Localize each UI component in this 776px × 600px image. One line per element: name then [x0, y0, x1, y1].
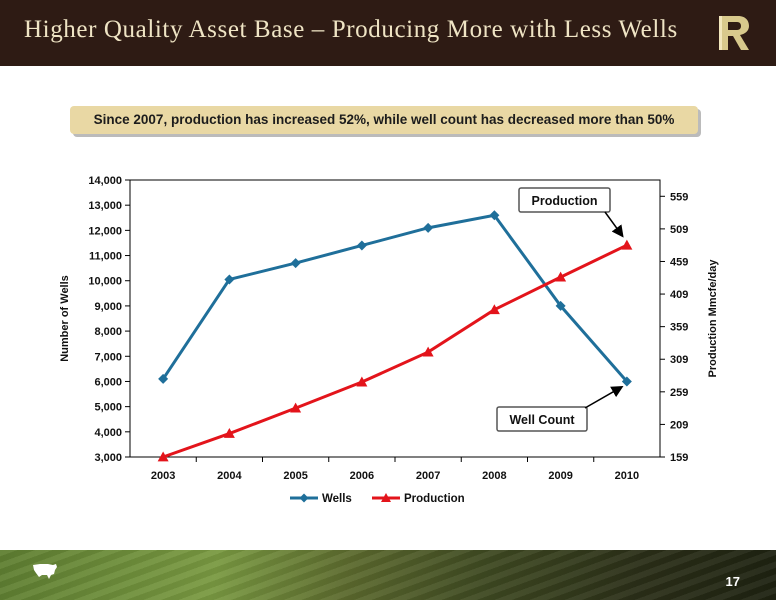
- legend-production-marker: [381, 493, 391, 502]
- y-tick-label: 3,000: [94, 452, 122, 464]
- wells-data-point: [621, 376, 632, 387]
- x-tick-label: 2009: [548, 470, 572, 482]
- wells-data-point: [423, 222, 434, 233]
- production-wells-chart: 3,000 4,000 5,000 6,000 7,000 8,000 9,000 10,00…: [59, 175, 719, 505]
- legend-wells-marker: [299, 493, 309, 503]
- y-tick-label: 7,000: [94, 351, 122, 363]
- us-map-icon: [33, 564, 57, 579]
- wells-data-point: [356, 240, 367, 251]
- y-tick-label: 5,000: [94, 402, 122, 414]
- wells-data-point: [158, 373, 169, 384]
- production-data-point: [290, 402, 302, 413]
- production-callout-box: [518, 187, 611, 213]
- wells-data-point: [290, 258, 301, 269]
- production-data-point: [488, 304, 500, 315]
- y-tick-label: 9,000: [94, 301, 122, 313]
- y2-tick-label: 259: [670, 387, 688, 399]
- production-data-point: [555, 271, 567, 282]
- y-tick-label: 4,000: [94, 427, 122, 439]
- y-tick-label: 11,000: [89, 251, 122, 263]
- x-tick-label: 2006: [350, 470, 374, 482]
- y2-tick-label: 309: [670, 354, 688, 366]
- y2-tick-label: 509: [670, 224, 688, 236]
- y2-axis-title: Production Mmcfe/day: [707, 259, 719, 378]
- well-count-callout-arrow: [584, 385, 624, 409]
- callout-text: Since 2007, production has increased 52%…: [93, 112, 675, 127]
- y2-tick-label: 159: [670, 452, 688, 464]
- y2-tick-label: 209: [670, 419, 688, 431]
- x-tick-label: 2003: [151, 470, 175, 482]
- production-data-point: [422, 346, 434, 357]
- y-tick-label: 10,000: [88, 276, 122, 288]
- page-number: 17: [725, 574, 740, 589]
- wells-data-point: [555, 300, 566, 311]
- well-count-callout-box: [496, 406, 588, 432]
- production-data-point: [157, 451, 169, 462]
- production-data-point: [223, 428, 235, 438]
- y-tick-label: 6,000: [94, 376, 122, 388]
- company-logo-icon: [719, 16, 749, 50]
- footer-field-texture: [0, 550, 776, 600]
- x-tick-label: 2007: [416, 470, 440, 482]
- y2-tick-label: 409: [670, 289, 688, 301]
- y2-tick-label: 559: [670, 191, 688, 203]
- production-callout-arrow: [604, 211, 624, 238]
- legend-wells-label: Wells: [322, 493, 352, 505]
- wells-series-line: [161, 213, 629, 383]
- callout-banner: Since 2007, production has increased 52%…: [70, 106, 698, 134]
- production-data-point: [621, 239, 633, 250]
- x-tick-label: 2008: [482, 470, 506, 482]
- y-tick-label: 12,000: [88, 225, 122, 237]
- y-axis-title: Number of Wells: [59, 275, 71, 362]
- x-tick-label: 2004: [217, 470, 242, 482]
- y-tick-label: 13,000: [88, 200, 122, 212]
- wells-data-point: [489, 210, 500, 221]
- x-tick-label: 2005: [283, 470, 307, 482]
- y2-tick-label: 359: [670, 322, 688, 334]
- production-data-point: [356, 376, 368, 387]
- y-tick-label: 8,000: [94, 326, 122, 338]
- x-tick-label: 2010: [615, 470, 639, 482]
- y-tick-label: 14,000: [88, 175, 122, 187]
- title-bar: Higher Quality Asset Base – Producing Mo…: [0, 0, 776, 66]
- y2-tick-label: 459: [670, 256, 688, 268]
- production-callout-label: Production: [532, 194, 598, 208]
- well-count-callout-label: Well Count: [509, 413, 575, 427]
- wells-data-point: [224, 274, 235, 285]
- production-series-line: [162, 243, 628, 459]
- footer-landscape: [0, 550, 776, 600]
- slide-title: Higher Quality Asset Base – Producing Mo…: [24, 16, 678, 43]
- legend-production-label: Production: [404, 493, 465, 505]
